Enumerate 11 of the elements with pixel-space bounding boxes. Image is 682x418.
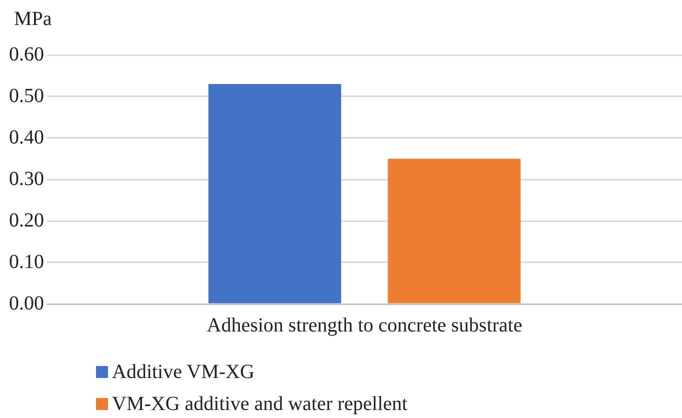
y-tick-label: 0.50	[9, 84, 44, 107]
legend-label: Additive VM-XG	[112, 360, 254, 384]
y-tick-label: 0.40	[9, 126, 44, 148]
y-tick-label: 0.10	[9, 250, 44, 273]
y-tick-label: 0.30	[9, 168, 44, 190]
y-tick-label: 0.00	[9, 292, 44, 314]
y-axis-title: MPa	[14, 8, 52, 31]
x-tick-label: Adhesion strength to concrete substrate	[206, 314, 522, 336]
y-tick-label: 0.20	[9, 209, 44, 232]
legend-label: VM-XG additive and water repellent	[112, 392, 408, 416]
y-tick-label: 0.60	[9, 43, 44, 66]
